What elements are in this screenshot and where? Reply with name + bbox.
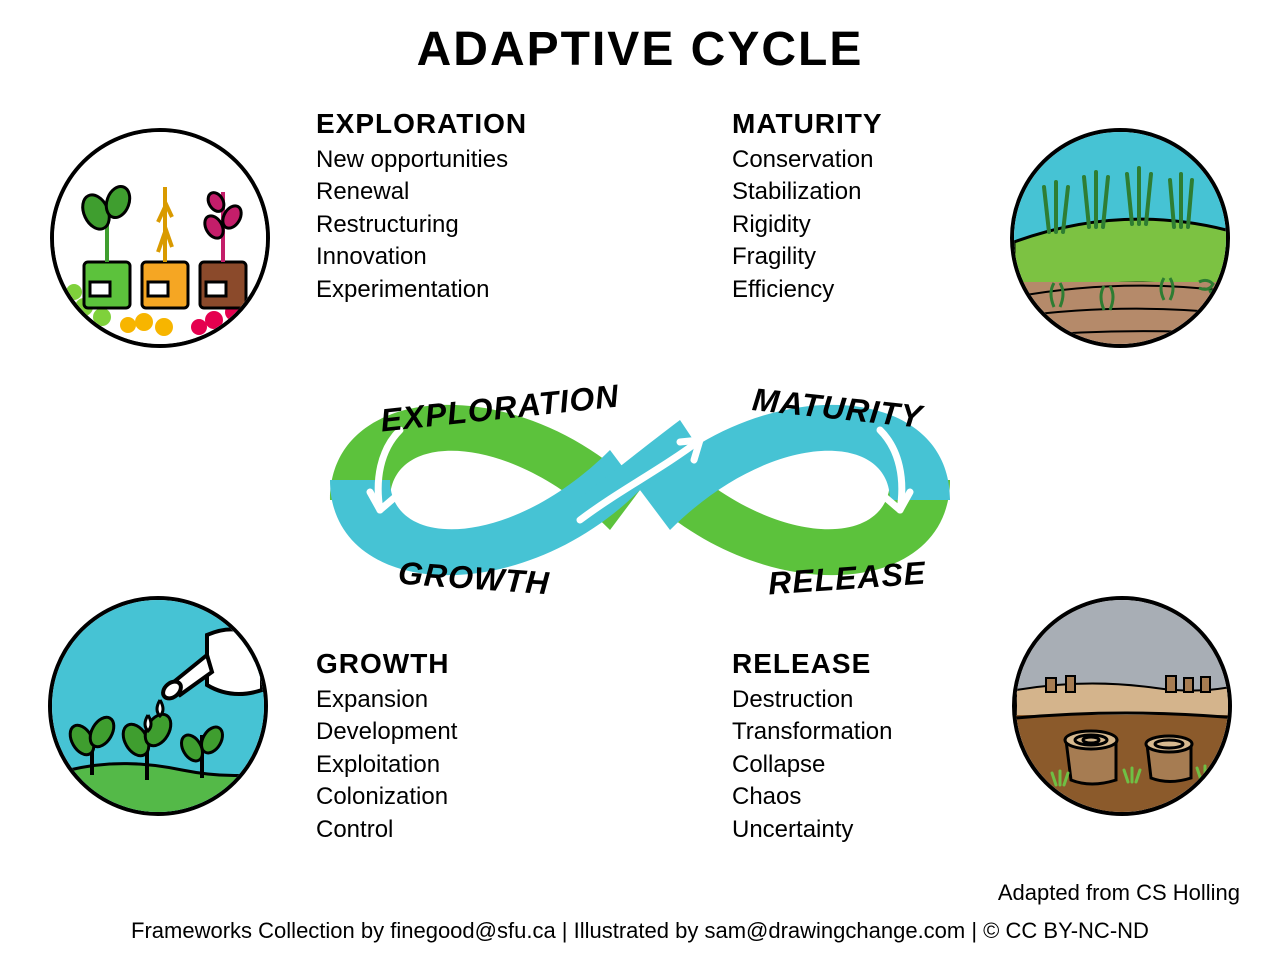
phase-item: Chaos xyxy=(732,781,893,813)
phase-item: Conservation xyxy=(732,144,883,176)
phase-item: Renewal xyxy=(316,176,527,208)
phase-item: Efficiency xyxy=(732,274,883,306)
phase-item: Development xyxy=(316,716,457,748)
phase-item: Expansion xyxy=(316,684,457,716)
circle-release xyxy=(1012,596,1232,816)
phase-item: Uncertainty xyxy=(732,814,893,846)
infinity-diagram xyxy=(280,330,1000,650)
phase-item: Exploitation xyxy=(316,749,457,781)
phase-item: Control xyxy=(316,814,457,846)
phase-item: Rigidity xyxy=(732,209,883,241)
phase-growth: GROWTH Expansion Development Exploitatio… xyxy=(316,648,457,846)
phase-item: Innovation xyxy=(316,241,527,273)
phase-item: New opportunities xyxy=(316,144,527,176)
circle-maturity xyxy=(1010,128,1230,348)
phase-item: Restructuring xyxy=(316,209,527,241)
phase-item: Transformation xyxy=(732,716,893,748)
phase-item: Experimentation xyxy=(316,274,527,306)
circle-exploration xyxy=(50,128,270,348)
credit-adapted: Adapted from CS Holling xyxy=(998,880,1240,906)
credit-footer: Frameworks Collection by finegood@sfu.ca… xyxy=(0,918,1280,944)
phase-item: Fragility xyxy=(732,241,883,273)
phase-heading: EXPLORATION xyxy=(316,108,527,140)
phase-heading: RELEASE xyxy=(732,648,893,680)
phase-item: Destruction xyxy=(732,684,893,716)
phase-item: Colonization xyxy=(316,781,457,813)
page-title: ADAPTIVE CYCLE xyxy=(0,22,1280,77)
phase-heading: MATURITY xyxy=(732,108,883,140)
phase-item: Collapse xyxy=(732,749,893,781)
phase-maturity: MATURITY Conservation Stabilization Rigi… xyxy=(732,108,883,306)
phase-exploration: EXPLORATION New opportunities Renewal Re… xyxy=(316,108,527,306)
phase-heading: GROWTH xyxy=(316,648,457,680)
phase-release: RELEASE Destruction Transformation Colla… xyxy=(732,648,893,846)
circle-growth xyxy=(48,596,268,816)
pots-icon xyxy=(84,262,246,308)
phase-item: Stabilization xyxy=(732,176,883,208)
